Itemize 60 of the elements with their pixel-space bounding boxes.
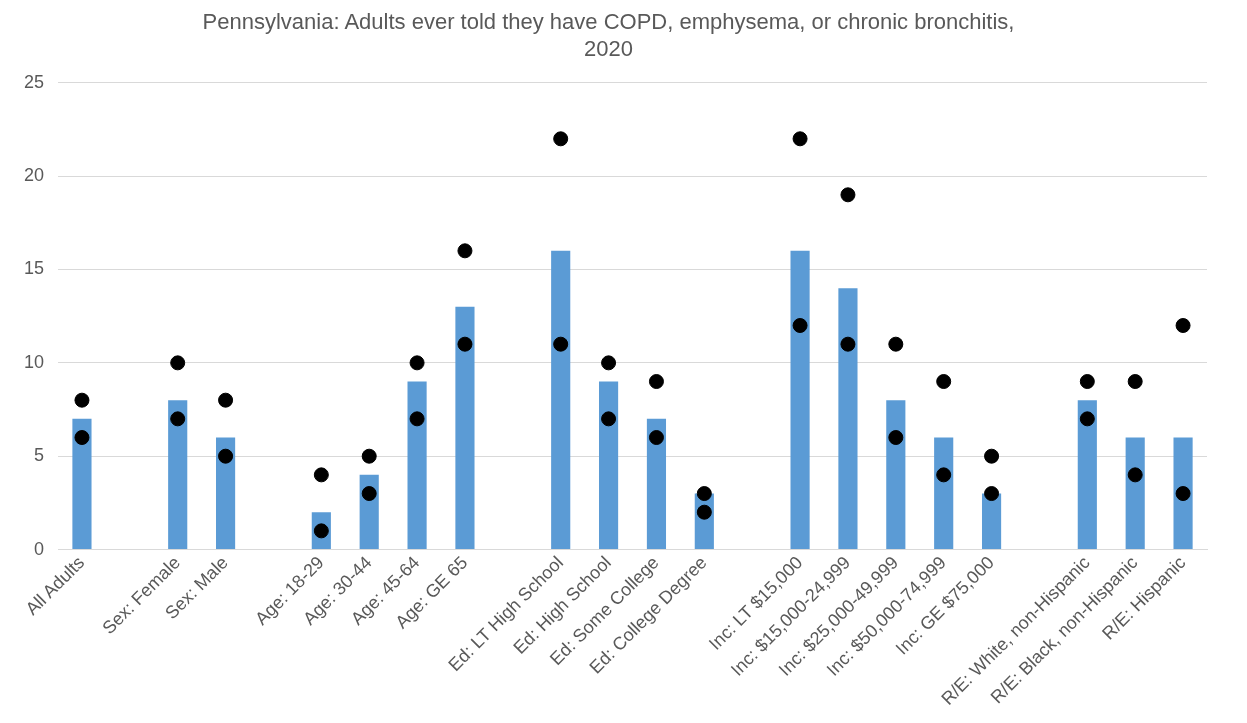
point (792, 131, 808, 147)
point (1127, 467, 1143, 483)
y-tick-label: 0 (34, 538, 45, 559)
point (409, 411, 425, 427)
bar (838, 288, 858, 550)
point (361, 448, 377, 464)
bar (790, 250, 810, 550)
point (840, 187, 856, 203)
bar (934, 437, 954, 550)
point (170, 355, 186, 371)
point (984, 486, 1000, 502)
point (1175, 486, 1191, 502)
point (601, 411, 617, 427)
y-tick-label: 20 (23, 165, 45, 186)
y-tick-label: 25 (23, 71, 45, 92)
bar (455, 306, 475, 550)
point (984, 448, 1000, 464)
point (696, 486, 712, 502)
point (1079, 411, 1095, 427)
point (840, 336, 856, 352)
point (648, 374, 664, 390)
bar (599, 381, 619, 550)
point (313, 467, 329, 483)
bar (407, 381, 427, 550)
bar (72, 418, 92, 550)
bar (1077, 400, 1097, 550)
point (457, 243, 473, 259)
bar (646, 418, 667, 550)
point (888, 336, 904, 352)
point (553, 336, 569, 352)
point (457, 336, 473, 352)
chart-title: Pennsylvania: Adults ever told they have COPD, emphysema, or chronic bronchitis, 2020 (202, 9, 1015, 61)
point (601, 355, 617, 371)
point (74, 392, 90, 408)
bar (551, 250, 571, 550)
point (553, 131, 569, 147)
point (218, 448, 234, 464)
point (1127, 374, 1143, 390)
y-tick-label: 15 (23, 258, 45, 279)
bar (1125, 437, 1145, 550)
y-tick-label: 10 (23, 351, 45, 372)
point (696, 504, 712, 520)
bar (1173, 437, 1193, 550)
point (888, 430, 904, 446)
point (218, 392, 234, 408)
point (170, 411, 186, 427)
point (648, 430, 664, 446)
point (1079, 374, 1095, 390)
point (74, 430, 90, 446)
y-tick-label: 5 (34, 445, 45, 466)
bar (216, 437, 236, 550)
point (792, 318, 808, 334)
point (361, 486, 377, 502)
bar (981, 493, 1002, 550)
bar (168, 400, 188, 550)
point (1175, 318, 1191, 334)
point (936, 374, 952, 390)
bar (886, 400, 906, 550)
point (409, 355, 425, 371)
point (936, 467, 952, 483)
